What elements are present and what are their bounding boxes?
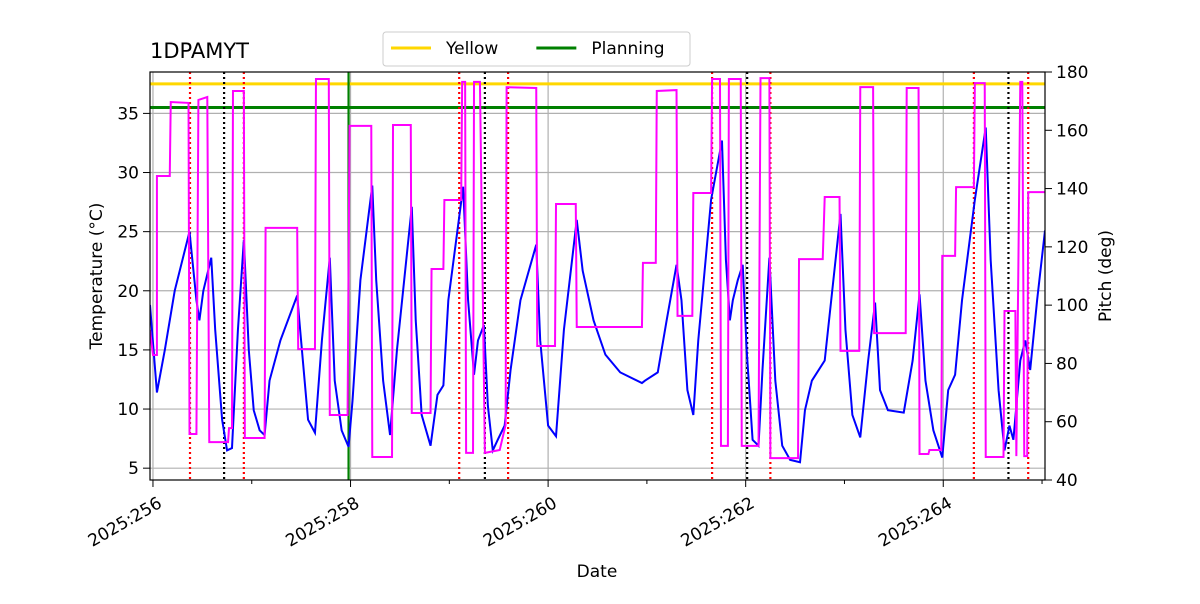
legend-label: Planning xyxy=(591,39,664,59)
y2-tick-label: 40 xyxy=(1056,471,1078,491)
legend: Yellow Planning xyxy=(382,31,691,67)
legend-label: Yellow xyxy=(445,39,498,59)
y2-tick-label: 160 xyxy=(1056,121,1088,141)
y-axis-label: Temperature (°C) xyxy=(87,203,107,351)
x-tick-label: 2025:260 xyxy=(480,493,561,551)
y2-tick-label: 60 xyxy=(1056,413,1078,433)
y2-tick-label: 120 xyxy=(1056,238,1088,258)
axes: 2025:256 2025:258 2025:260 2025:262 2025:264… xyxy=(85,63,1089,551)
chart-title: 1DPAMYT xyxy=(150,39,249,63)
y2-tick-label: 100 xyxy=(1056,296,1088,316)
x-tick-label: 2025:258 xyxy=(282,493,363,551)
x-axis-label: Date xyxy=(577,562,618,582)
x-tick-label: 2025:262 xyxy=(678,493,759,551)
y2-tick-label: 180 xyxy=(1056,63,1088,83)
y-tick-label: 25 xyxy=(117,223,139,243)
y2-axis-label: Pitch (deg) xyxy=(1096,230,1116,322)
x-tick-label: 2025:264 xyxy=(875,493,956,551)
grid xyxy=(150,72,1045,480)
plot-area xyxy=(150,72,1045,480)
data-line xyxy=(150,127,1045,464)
axes-frame xyxy=(149,71,1046,481)
data-line xyxy=(150,77,1045,460)
y-tick-label: 30 xyxy=(117,164,139,184)
y-tick-label: 35 xyxy=(117,104,139,124)
y-tick-label: 5 xyxy=(128,459,139,479)
y-tick-label: 10 xyxy=(117,400,139,420)
x-tick-label: 2025:256 xyxy=(85,493,166,551)
y-tick-label: 20 xyxy=(117,282,139,302)
y2-tick-label: 80 xyxy=(1056,354,1078,374)
y-tick-label: 15 xyxy=(117,341,139,361)
y2-tick-label: 140 xyxy=(1056,180,1088,200)
